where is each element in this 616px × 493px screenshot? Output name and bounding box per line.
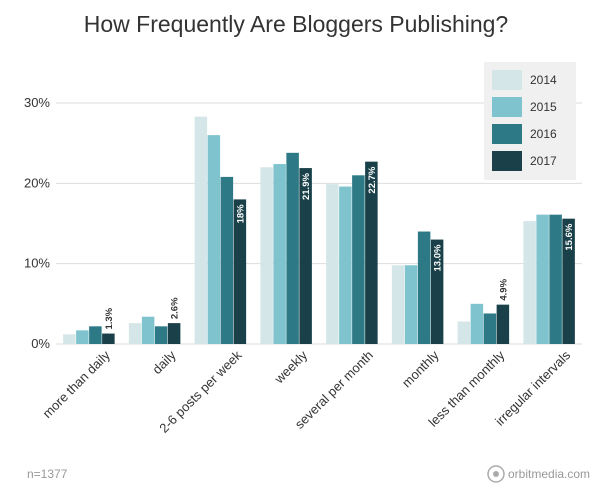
legend-label: 2017 [530, 154, 557, 168]
legend-swatch-2017 [492, 151, 522, 171]
data-label: 2.6% [170, 297, 181, 319]
bar-2015 [536, 215, 549, 344]
data-label: 4.9% [498, 278, 509, 300]
bar-2015 [471, 304, 484, 344]
bar-2014 [195, 117, 208, 344]
data-label: 18% [235, 204, 246, 224]
bar-2014 [392, 265, 405, 344]
category-label: monthly [399, 347, 442, 390]
orbitmedia-logo: orbitmedia.com [488, 466, 590, 482]
bar-2016 [155, 326, 168, 344]
category-label: daily [149, 347, 179, 377]
category-label: more than daily [40, 347, 114, 421]
y-tick-label: 10% [24, 256, 50, 271]
chart-title: How Frequently Are Bloggers Publishing? [84, 11, 508, 37]
legend-label: 2016 [530, 127, 557, 141]
bar-2015 [339, 187, 352, 344]
bar-2016 [89, 326, 102, 344]
bar-2014 [63, 334, 76, 344]
legend-swatch-2015 [492, 97, 522, 117]
bar-2017 [102, 334, 115, 344]
data-label: 15.6% [564, 223, 575, 250]
orbit-icon-center [493, 471, 499, 477]
bar-2015 [273, 164, 286, 344]
bar-2016 [286, 153, 299, 344]
bar-2015 [208, 135, 221, 344]
bar-2014 [260, 167, 273, 344]
bar-2016 [418, 232, 431, 344]
data-label: 22.7% [367, 166, 378, 193]
data-label: 1.3% [104, 307, 115, 329]
bar-2016 [221, 177, 234, 344]
bar-2015 [405, 265, 418, 344]
legend-label: 2014 [530, 73, 557, 87]
bar-2014 [326, 184, 339, 344]
data-label: 21.9% [301, 173, 312, 200]
y-axis-ticks: 0% 10% 20% 30% [24, 95, 50, 351]
bar-2016 [352, 175, 365, 344]
bar-2014 [129, 323, 142, 344]
bar-2015 [76, 330, 89, 344]
bar-2017 [497, 305, 510, 344]
bar-2017 [168, 323, 181, 344]
footnote: n=1377 [27, 467, 68, 481]
bar-2016 [549, 215, 562, 344]
source-label: orbitmedia.com [508, 467, 590, 481]
legend: 2014 2015 2016 2017 [484, 62, 576, 180]
legend-swatch-2016 [492, 124, 522, 144]
category-label: weekly [271, 347, 311, 387]
bar-2014 [523, 221, 536, 344]
bar-2016 [484, 313, 497, 344]
bar-2014 [458, 322, 471, 344]
data-label: 13.0% [433, 244, 444, 271]
y-tick-label: 30% [24, 95, 50, 110]
legend-swatch-2014 [492, 70, 522, 90]
bar-2015 [142, 317, 155, 344]
y-tick-label: 20% [24, 175, 50, 190]
y-tick-label: 0% [31, 336, 50, 351]
legend-label: 2015 [530, 100, 557, 114]
